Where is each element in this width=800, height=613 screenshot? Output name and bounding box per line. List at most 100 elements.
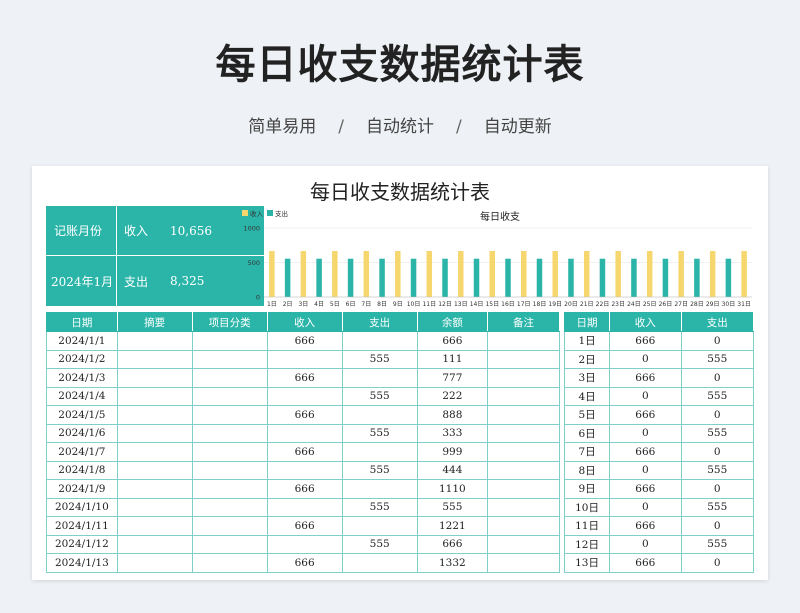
category-cell[interactable] [191, 497, 268, 517]
day-cell[interactable]: 7日 [563, 442, 611, 462]
summary-cell[interactable] [116, 331, 193, 351]
note-cell[interactable] [486, 423, 561, 443]
day-cell[interactable]: 13日 [563, 553, 611, 573]
date-cell[interactable]: 2024/1/6 [46, 423, 118, 443]
income-cell[interactable]: 666 [266, 442, 343, 462]
expense-cell[interactable]: 0 [680, 331, 755, 351]
category-cell[interactable] [191, 442, 268, 462]
income-cell[interactable]: 666 [609, 405, 682, 425]
balance-cell[interactable]: 888 [416, 405, 488, 425]
category-cell[interactable] [191, 405, 268, 425]
category-cell[interactable] [191, 386, 268, 406]
summary-cell[interactable] [116, 368, 193, 388]
expense-cell[interactable]: 555 [341, 386, 418, 406]
income-cell[interactable]: 0 [609, 349, 682, 369]
balance-cell[interactable]: 1110 [416, 479, 488, 499]
summary-cell[interactable] [116, 516, 193, 536]
income-cell[interactable] [266, 460, 343, 480]
day-cell[interactable]: 6日 [563, 423, 611, 443]
balance-cell[interactable]: 1221 [416, 516, 488, 536]
income-cell[interactable]: 666 [266, 405, 343, 425]
balance-cell[interactable]: 1332 [416, 553, 488, 573]
date-cell[interactable]: 2024/1/4 [46, 386, 118, 406]
note-cell[interactable] [486, 349, 561, 369]
income-cell[interactable]: 666 [609, 516, 682, 536]
note-cell[interactable] [486, 386, 561, 406]
expense-cell[interactable]: 555 [680, 423, 755, 443]
date-cell[interactable]: 2024/1/9 [46, 479, 118, 499]
month-value[interactable]: 2024年1月 [51, 274, 114, 289]
income-cell[interactable]: 666 [609, 553, 682, 573]
note-cell[interactable] [486, 442, 561, 462]
expense-cell[interactable]: 0 [680, 442, 755, 462]
day-cell[interactable]: 2日 [563, 349, 611, 369]
summary-cell[interactable] [116, 553, 193, 573]
summary-cell[interactable] [116, 386, 193, 406]
expense-cell[interactable] [341, 331, 418, 351]
date-cell[interactable]: 2024/1/13 [46, 553, 118, 573]
note-cell[interactable] [486, 534, 561, 554]
expense-cell[interactable] [341, 368, 418, 388]
income-cell[interactable]: 0 [609, 460, 682, 480]
summary-cell[interactable] [116, 479, 193, 499]
income-cell[interactable] [266, 497, 343, 517]
balance-cell[interactable]: 999 [416, 442, 488, 462]
note-cell[interactable] [486, 479, 561, 499]
expense-cell[interactable]: 0 [680, 405, 755, 425]
expense-cell[interactable]: 0 [680, 368, 755, 388]
summary-cell[interactable] [116, 460, 193, 480]
balance-cell[interactable]: 666 [416, 331, 488, 351]
date-cell[interactable]: 2024/1/12 [46, 534, 118, 554]
balance-cell[interactable]: 666 [416, 534, 488, 554]
income-cell[interactable]: 0 [609, 497, 682, 517]
income-cell[interactable]: 0 [609, 423, 682, 443]
summary-cell[interactable] [116, 423, 193, 443]
summary-cell[interactable] [116, 534, 193, 554]
day-cell[interactable]: 10日 [563, 497, 611, 517]
category-cell[interactable] [191, 553, 268, 573]
expense-cell[interactable]: 0 [680, 516, 755, 536]
expense-cell[interactable]: 555 [341, 460, 418, 480]
date-cell[interactable]: 2024/1/2 [46, 349, 118, 369]
note-cell[interactable] [486, 460, 561, 480]
expense-cell[interactable]: 555 [680, 349, 755, 369]
expense-cell[interactable]: 555 [680, 497, 755, 517]
date-cell[interactable]: 2024/1/7 [46, 442, 118, 462]
income-cell[interactable]: 0 [609, 386, 682, 406]
category-cell[interactable] [191, 331, 268, 351]
balance-cell[interactable]: 777 [416, 368, 488, 388]
expense-cell[interactable]: 0 [680, 553, 755, 573]
note-cell[interactable] [486, 497, 561, 517]
day-cell[interactable]: 11日 [563, 516, 611, 536]
expense-cell[interactable] [341, 405, 418, 425]
date-cell[interactable]: 2024/1/5 [46, 405, 118, 425]
day-cell[interactable]: 1日 [563, 331, 611, 351]
expense-cell[interactable]: 555 [680, 534, 755, 554]
category-cell[interactable] [191, 516, 268, 536]
category-cell[interactable] [191, 534, 268, 554]
note-cell[interactable] [486, 553, 561, 573]
income-cell[interactable]: 666 [609, 331, 682, 351]
income-cell[interactable]: 666 [609, 479, 682, 499]
expense-cell[interactable] [341, 553, 418, 573]
balance-cell[interactable]: 111 [416, 349, 488, 369]
note-cell[interactable] [486, 331, 561, 351]
income-cell[interactable]: 0 [609, 534, 682, 554]
expense-cell[interactable]: 555 [341, 349, 418, 369]
summary-cell[interactable] [116, 442, 193, 462]
day-cell[interactable]: 9日 [563, 479, 611, 499]
expense-cell[interactable]: 555 [680, 386, 755, 406]
balance-cell[interactable]: 333 [416, 423, 488, 443]
note-cell[interactable] [486, 516, 561, 536]
expense-cell[interactable]: 555 [341, 534, 418, 554]
income-cell[interactable] [266, 423, 343, 443]
income-cell[interactable]: 666 [266, 479, 343, 499]
category-cell[interactable] [191, 479, 268, 499]
balance-cell[interactable]: 222 [416, 386, 488, 406]
date-cell[interactable]: 2024/1/11 [46, 516, 118, 536]
summary-cell[interactable] [116, 497, 193, 517]
expense-cell[interactable]: 555 [341, 497, 418, 517]
income-cell[interactable] [266, 349, 343, 369]
expense-cell[interactable] [341, 442, 418, 462]
expense-cell[interactable]: 0 [680, 479, 755, 499]
